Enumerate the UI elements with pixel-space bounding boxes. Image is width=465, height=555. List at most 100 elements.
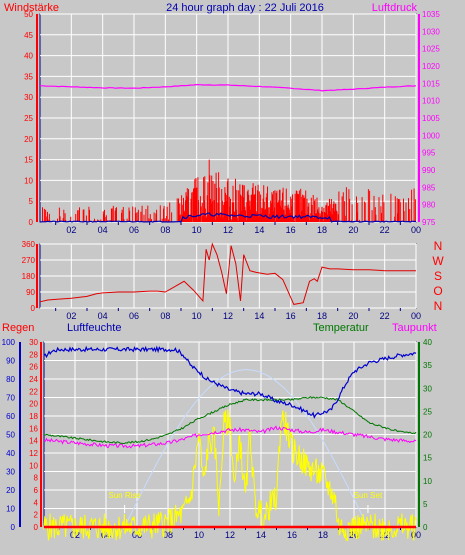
x-tick-label: 00: [411, 530, 421, 540]
rain-tick-label: 28: [29, 350, 38, 359]
x-tick-label: 04: [98, 225, 108, 235]
wind-tick-label: 40: [24, 52, 33, 61]
rain-tick-label: 2: [34, 511, 39, 520]
pressure-axis-label: Luftdruck: [372, 2, 418, 14]
x-tick-label: 18: [317, 225, 327, 235]
rain-tick-label: 12: [29, 449, 38, 458]
temperature-tick-label: 40: [423, 338, 432, 347]
wind-tick-label: 45: [24, 31, 33, 40]
humidity-tick-label: 40: [6, 449, 15, 458]
x-tick-label: 02: [66, 225, 76, 235]
x-tick-label: 12: [223, 311, 233, 321]
compass-label: O: [433, 284, 442, 298]
series-luftfeuchte: [43, 345, 417, 419]
wind-tick-label: 20: [24, 135, 33, 144]
temperature-tick-label: 10: [423, 477, 432, 486]
wind-tick-label: 30: [24, 93, 33, 102]
humidity-tick-label: 100: [2, 338, 16, 347]
compass-label: N: [434, 239, 443, 253]
humidity-tick-label: 10: [6, 505, 15, 514]
pressure-tick-label: 1020: [422, 62, 440, 71]
pressure-tick-label: 980: [422, 201, 436, 210]
pressure-tick-label: 1015: [422, 79, 440, 88]
x-tick-label: 00: [411, 311, 421, 321]
x-tick-label: 06: [132, 530, 142, 540]
humidity-tick-label: 50: [6, 431, 15, 440]
x-tick-label: 14: [256, 530, 266, 540]
rain-tick-label: 20: [29, 400, 38, 409]
x-tick-label: 08: [160, 225, 170, 235]
humidity-tick-label: 60: [6, 412, 15, 421]
x-tick-label: 20: [348, 225, 358, 235]
temperature-axis-label: Temperatur: [313, 322, 369, 334]
x-tick-label: 08: [163, 530, 173, 540]
x-tick-label: 08: [160, 311, 170, 321]
x-tick-label: 12: [225, 530, 235, 540]
x-tick-label: 10: [194, 530, 204, 540]
pressure-tick-label: 990: [422, 166, 436, 175]
series-luftdruck: [40, 83, 417, 92]
wind-tick-label: 10: [24, 176, 33, 185]
pressure-tick-label: 975: [422, 218, 436, 227]
temperature-tick-label: 20: [423, 431, 432, 440]
series-temperatur: [43, 396, 417, 445]
rain-tick-label: 30: [29, 338, 38, 347]
wind-tick-label: 15: [24, 156, 33, 165]
x-tick-label: 22: [380, 225, 390, 235]
wind-axis-label: Windstärke: [4, 2, 59, 14]
series-wind-mean: [39, 212, 416, 223]
humidity-tick-label: 80: [6, 375, 15, 384]
wind-tick-label: 25: [24, 114, 33, 123]
x-tick-label: 20: [348, 311, 358, 321]
x-tick-label: 06: [129, 225, 139, 235]
direction-tick-label: 90: [26, 288, 35, 297]
sun-annotation: Sun Rise: [108, 491, 141, 500]
rain-axis-label: Regen: [2, 322, 34, 334]
pressure-tick-label: 1030: [422, 27, 440, 36]
rain-tick-label: 0: [34, 523, 39, 532]
pressure-tick-label: 1005: [422, 114, 440, 123]
x-tick-label: 02: [66, 311, 76, 321]
humidity-tick-label: 0: [11, 523, 16, 532]
top-panel-data: [39, 83, 417, 223]
x-tick-label: 18: [317, 311, 327, 321]
rain-tick-label: 18: [29, 412, 38, 421]
rain-tick-label: 6: [34, 486, 39, 495]
rain-tick-label: 22: [29, 387, 38, 396]
pressure-tick-label: 985: [422, 183, 436, 192]
temperature-tick-label: 25: [423, 407, 432, 416]
pressure-tick-label: 995: [422, 149, 436, 158]
dewpoint-axis-label: Taupunkt: [392, 322, 437, 334]
rain-tick-label: 10: [29, 461, 38, 470]
humidity-axis-label: Luftfeuchte: [67, 322, 121, 334]
temperature-tick-label: 35: [423, 361, 432, 370]
x-tick-label: 14: [254, 225, 264, 235]
direction-tick-label: 360: [22, 240, 36, 249]
x-tick-label: 16: [287, 530, 297, 540]
x-tick-label: 06: [129, 311, 139, 321]
rain-tick-label: 4: [34, 498, 39, 507]
x-tick-label: 10: [192, 311, 202, 321]
temperature-tick-label: 0: [423, 523, 428, 532]
direction-tick-label: 0: [31, 304, 36, 313]
direction-tick-label: 270: [22, 256, 36, 265]
pressure-tick-label: 1010: [422, 97, 440, 106]
pressure-tick-label: 1000: [422, 131, 440, 140]
series-windrichtung: [39, 242, 416, 305]
x-tick-label: 14: [254, 311, 264, 321]
direction-tick-label: 180: [22, 272, 36, 281]
x-tick-label: 12: [223, 225, 233, 235]
x-tick-label: 18: [318, 530, 328, 540]
temperature-tick-label: 30: [423, 384, 432, 393]
series-solar-theoretical: [124, 369, 369, 528]
bottom-panel-data: Sun Rise Sun Set: [43, 345, 417, 542]
wind-tick-label: 0: [29, 218, 34, 227]
top-panel-grid: 02 04 06 08 10 12 14 16 18 20 22 000510152025303540…: [24, 10, 440, 235]
rain-tick-label: 24: [29, 375, 38, 384]
x-tick-label: 16: [286, 225, 296, 235]
chart-title: 24 hour graph day : 22 Juli 2016: [166, 2, 324, 14]
x-tick-label: 16: [286, 311, 296, 321]
temperature-tick-label: 15: [423, 454, 432, 463]
humidity-tick-label: 30: [6, 468, 15, 477]
pressure-tick-label: 1035: [422, 10, 440, 19]
